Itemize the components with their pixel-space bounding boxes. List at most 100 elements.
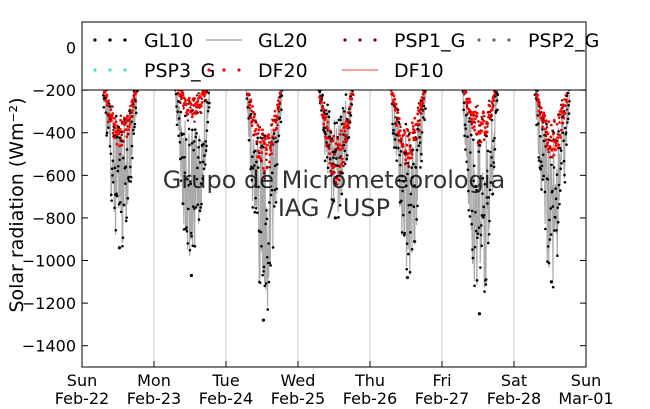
y-tick-label: 0 <box>66 39 76 58</box>
legend-marker <box>93 38 97 42</box>
df20-point <box>338 165 342 169</box>
gl10-point <box>556 206 560 209</box>
df20-point <box>404 149 408 153</box>
gl10-point <box>320 109 323 112</box>
gl10-point <box>111 159 115 163</box>
psp1-point <box>179 101 182 105</box>
df20-point <box>251 104 254 108</box>
gl10-point <box>474 229 478 233</box>
legend: GL10 GL20 PSP1_G PSP2_G PSP3_G DF20 DF10 <box>81 21 599 91</box>
psp1-point <box>122 140 125 143</box>
df20-point <box>476 141 480 145</box>
gl10-point <box>253 164 256 167</box>
gl10-point <box>191 128 194 132</box>
psp1-point <box>342 164 345 168</box>
gl10-point <box>567 112 571 115</box>
df20-point <box>556 146 560 150</box>
gl10-point <box>410 166 414 169</box>
gl10-point <box>493 148 497 151</box>
gl10-point <box>343 149 346 153</box>
psp1-point <box>199 111 203 115</box>
gl10-point <box>251 167 255 170</box>
gl10-point <box>247 138 251 142</box>
y-tick-label: −600 <box>32 166 76 185</box>
gl10-point <box>342 133 345 136</box>
psp1-point <box>252 118 255 122</box>
gl10-point <box>131 128 135 132</box>
psp1-point <box>554 138 557 141</box>
gl10-point <box>259 230 263 234</box>
psp1-point <box>254 119 257 122</box>
gl10-point <box>329 131 333 134</box>
gl10-point <box>405 242 409 245</box>
gl10-point <box>402 180 406 183</box>
gl10-point <box>201 160 205 164</box>
gl10-point <box>401 189 404 193</box>
psp1-point <box>323 101 326 105</box>
psp1-point <box>490 114 493 118</box>
psp1-point <box>320 98 324 101</box>
gl10-point <box>197 145 200 149</box>
gl10-point <box>489 181 493 184</box>
df20-point <box>341 160 345 164</box>
gl10-point <box>205 144 208 148</box>
psp1-point <box>487 110 490 114</box>
gl10-point <box>488 219 491 223</box>
df20-point <box>411 125 415 128</box>
df20-point <box>270 123 274 126</box>
gl10-point <box>192 148 195 152</box>
gl10-point <box>335 164 339 167</box>
df20-point <box>262 140 266 143</box>
psp1-point <box>321 104 324 108</box>
gl10-point <box>480 244 483 248</box>
psp1-point <box>402 129 406 132</box>
gl10-point <box>475 279 479 282</box>
df20-point <box>332 134 336 138</box>
y-tick-label: −800 <box>32 209 76 228</box>
gl10-point <box>551 189 554 193</box>
gl10-point <box>253 210 257 214</box>
psp1-point <box>192 99 195 102</box>
df20-point <box>472 125 476 128</box>
gl10-point <box>183 171 187 175</box>
df20-point <box>413 116 417 120</box>
gl10-point <box>130 120 133 123</box>
psp1-point <box>204 99 208 102</box>
gl10-point <box>265 255 269 259</box>
gl10-point <box>177 134 180 137</box>
gl10-point <box>196 166 199 170</box>
psp1-point <box>339 154 343 158</box>
gl10-point <box>271 246 275 249</box>
df20-point <box>416 112 420 116</box>
gl10-point <box>539 160 543 164</box>
gl10-point <box>208 101 211 105</box>
gl10-point <box>197 218 201 221</box>
df20-point <box>549 135 553 139</box>
psp1-point <box>328 143 331 146</box>
df20-point <box>341 157 344 161</box>
df20-point <box>273 114 276 118</box>
df20-point <box>108 113 112 117</box>
df20-point <box>199 104 203 108</box>
psp1-point <box>545 126 549 129</box>
gl10-point <box>396 108 400 112</box>
gl10-point <box>199 206 202 209</box>
df20-point <box>270 152 274 155</box>
gl10-point <box>340 192 344 196</box>
gl10-point <box>190 234 193 238</box>
df20-point <box>536 93 539 97</box>
psp1-point <box>257 151 261 155</box>
df20-point <box>542 111 546 115</box>
gl10-point <box>110 167 114 170</box>
gl10-point <box>345 157 349 161</box>
psp1-point <box>272 131 276 134</box>
df20-point <box>114 120 118 124</box>
gl10-point <box>206 101 209 104</box>
df20-point <box>344 136 348 140</box>
df20-point <box>401 144 405 148</box>
psp1-point <box>112 128 115 132</box>
df20-point <box>248 106 252 110</box>
gl10-point <box>280 108 283 111</box>
df20-point <box>104 99 107 102</box>
gl10-point <box>327 115 331 119</box>
